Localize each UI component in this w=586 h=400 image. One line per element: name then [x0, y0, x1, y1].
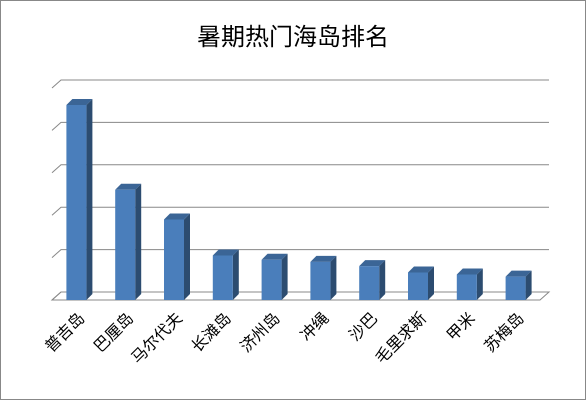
- bar-front: [212, 255, 233, 300]
- bar-top: [66, 98, 93, 105]
- bar-side: [86, 98, 93, 301]
- bar-top: [212, 249, 239, 256]
- bar-side: [428, 266, 434, 300]
- bar-top: [408, 266, 434, 273]
- bar: [115, 183, 142, 300]
- bar-top: [261, 253, 288, 260]
- left-wall: [51, 291, 62, 301]
- bar-front: [115, 189, 136, 300]
- bar: [359, 260, 386, 300]
- bar-top: [115, 183, 142, 190]
- grid-line: [51, 164, 549, 174]
- bar-front: [505, 276, 526, 300]
- bar-side: [525, 270, 532, 300]
- bar-front: [164, 219, 184, 300]
- bar-side: [184, 213, 190, 300]
- bar-front: [408, 272, 428, 300]
- grid-line: [51, 206, 549, 216]
- bar-front: [66, 104, 87, 301]
- bar-top: [359, 260, 386, 267]
- bar: [310, 255, 337, 300]
- bar-side: [232, 249, 239, 300]
- bar-side: [476, 268, 483, 300]
- grid-line: [51, 79, 549, 89]
- bar: [261, 253, 288, 300]
- bar-top: [164, 213, 190, 220]
- bar-front: [261, 259, 282, 300]
- bar-top: [310, 255, 337, 262]
- bar-side: [330, 255, 337, 300]
- bar-side: [379, 260, 386, 300]
- bar-side: [281, 253, 288, 300]
- bar-side: [135, 183, 142, 300]
- grid-line: [51, 249, 549, 258]
- bar-front: [359, 266, 380, 300]
- bar: [66, 98, 93, 301]
- bar: [164, 213, 190, 300]
- bar-front: [310, 261, 331, 300]
- bar-front: [456, 274, 477, 300]
- bar: [505, 270, 532, 300]
- bar: [212, 249, 239, 300]
- bar: [408, 266, 434, 300]
- grid-line: [51, 121, 549, 131]
- chart-title: 暑期热门海岛排名: [197, 23, 389, 51]
- bar: [456, 268, 483, 300]
- bar-top: [505, 270, 532, 277]
- bar-top: [456, 268, 483, 275]
